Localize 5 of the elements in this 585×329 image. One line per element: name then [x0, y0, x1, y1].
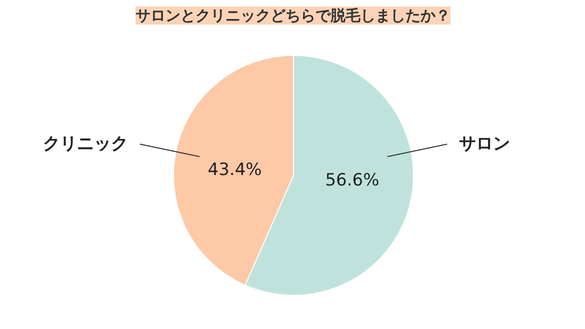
- slice-label: サロン: [459, 134, 510, 154]
- data-label: 56.6%: [325, 170, 380, 190]
- slice-label: クリニック: [42, 134, 128, 154]
- data-label: 43.4%: [208, 160, 262, 180]
- chart-title: サロンとクリニックどちらで脱毛しましたか？: [136, 6, 450, 24]
